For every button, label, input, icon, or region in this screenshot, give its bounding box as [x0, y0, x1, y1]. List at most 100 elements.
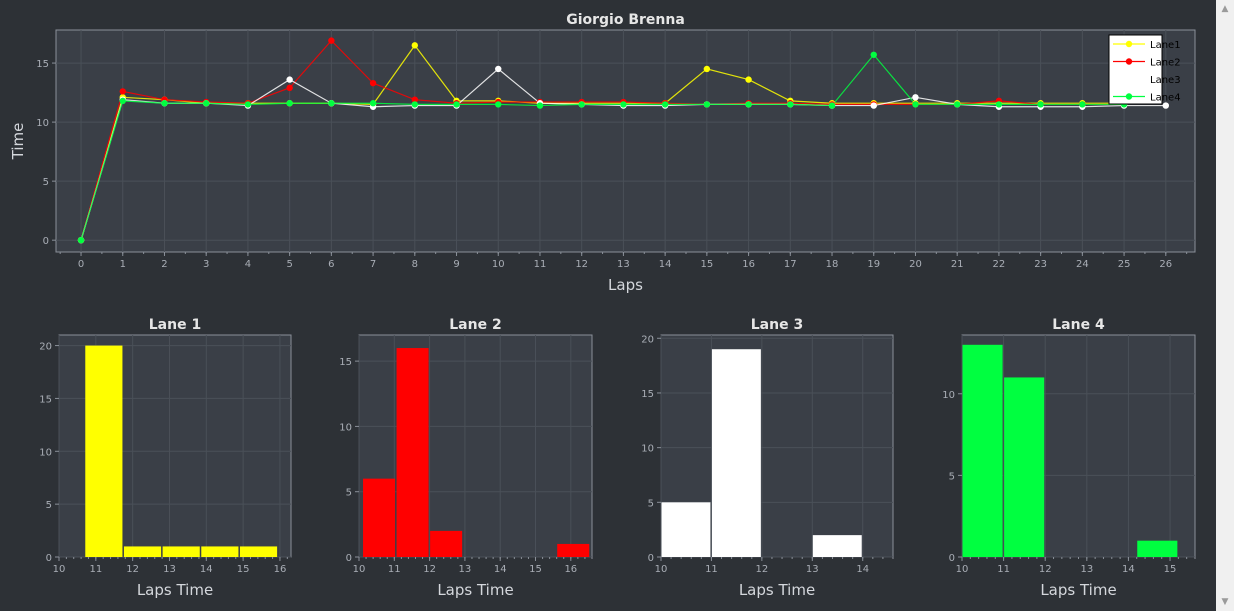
data-point-lane4: [536, 102, 544, 109]
x-tick-label: 12: [126, 564, 139, 575]
y-tick-label: 10: [942, 390, 955, 401]
x-tick-label: 10: [353, 564, 366, 575]
histogram-bar: [812, 535, 862, 557]
x-tick-label: 24: [1076, 259, 1089, 270]
x-tick-label: 10: [655, 564, 668, 575]
scroll-down-arrow-icon[interactable]: ▼: [1221, 597, 1229, 607]
x-axis-label: Laps: [608, 276, 643, 294]
y-tick-label: 15: [39, 394, 52, 405]
x-tick-label: 12: [575, 259, 588, 270]
y-tick-label: 5: [43, 177, 49, 188]
vertical-scrollbar[interactable]: ▲ ▼: [1216, 0, 1234, 611]
x-tick-label: 25: [1118, 259, 1131, 270]
x-tick-label: 7: [370, 259, 376, 270]
x-tick-label: 10: [53, 564, 66, 575]
scroll-up-arrow-icon[interactable]: ▲: [1221, 4, 1229, 14]
data-point-lane1: [703, 65, 711, 73]
data-point-lane2: [119, 88, 126, 95]
data-point-lane4: [119, 97, 126, 105]
y-tick-label: 15: [36, 59, 49, 70]
x-axis-label: Laps Time: [437, 581, 513, 599]
histogram-bar: [557, 543, 590, 557]
data-point-lane4: [77, 236, 85, 244]
x-axis-label: Laps Time: [739, 581, 815, 599]
y-tick-label: 5: [648, 498, 654, 509]
histogram-bar: [85, 345, 123, 557]
histogram-bar: [430, 530, 463, 557]
data-point-lane4: [661, 101, 669, 108]
x-tick-label: 15: [1164, 564, 1177, 575]
x-tick-label: 11: [388, 564, 401, 575]
histogram-bar: [201, 546, 239, 557]
x-tick-label: 8: [412, 259, 418, 270]
data-point-lane3: [286, 76, 293, 83]
data-point-lane4: [828, 102, 836, 109]
data-point-lane4: [1037, 101, 1044, 108]
x-tick-label: 11: [997, 564, 1010, 575]
data-point-lane4: [953, 101, 961, 108]
x-tick-label: 16: [742, 259, 755, 270]
data-point-lane2: [411, 96, 419, 103]
x-tick-label: 11: [89, 564, 102, 575]
x-tick-label: 16: [274, 564, 287, 575]
y-tick-label: 0: [648, 553, 654, 564]
data-point-lane4: [787, 101, 794, 108]
x-tick-label: 15: [237, 564, 250, 575]
y-tick-label: 20: [641, 334, 654, 345]
x-tick-label: 12: [423, 564, 436, 575]
x-axis-label: Laps Time: [1040, 581, 1116, 599]
x-tick-label: 1: [120, 259, 126, 270]
data-point-lane3: [870, 102, 877, 109]
chart-title: Lane 1: [149, 317, 201, 333]
data-point-lane4: [369, 100, 377, 107]
data-point-lane4: [912, 101, 919, 108]
lap-times-line-chart: 0 1 2 3 4 5 6 7 8 9 10 11 12 13 14 15 16 17 18 19 20 21 22 23 24…: [9, 12, 1196, 294]
data-point-lane4: [870, 51, 877, 58]
x-tick-label: 18: [826, 259, 839, 270]
data-point-lane2: [328, 37, 335, 44]
y-tick-label: 0: [43, 236, 49, 247]
histogram-bar: [123, 546, 162, 557]
x-tick-label: 5: [286, 259, 292, 270]
data-point-lane2: [369, 79, 377, 87]
y-tick-label: 5: [949, 471, 955, 482]
x-tick-label: 0: [78, 259, 84, 270]
chart-title: Lane 4: [1052, 317, 1105, 333]
data-point-lane4: [286, 100, 293, 107]
y-tick-label: 0: [46, 553, 52, 564]
histogram-bar: [1137, 540, 1178, 557]
chart-title: Giorgio Brenna: [566, 12, 685, 28]
y-tick-label: 0: [949, 553, 955, 564]
histogram-bar: [239, 546, 278, 557]
chart-title: Lane 3: [751, 317, 803, 333]
y-tick-label: 5: [46, 500, 52, 511]
x-tick-label: 10: [492, 259, 505, 270]
histogram-bar: [396, 348, 429, 557]
legend-marker-lane3: [1125, 75, 1133, 83]
lane1-histogram: 10 11 12 13 14 15 16 0 5 10 15 20 Lane 1 Laps Time: [39, 317, 292, 599]
x-tick-label: 19: [867, 259, 880, 270]
x-tick-label: 3: [203, 259, 209, 270]
x-tick-label: 6: [328, 259, 334, 270]
y-tick-label: 0: [346, 553, 352, 564]
x-tick-label: 17: [784, 259, 797, 270]
x-tick-label: 13: [163, 564, 176, 575]
lane2-histogram: 10 11 12 13 14 15 16 0 5 10 15 Lane 2 Laps Time: [339, 317, 593, 599]
data-point-lane4: [202, 100, 210, 107]
x-tick-label: 14: [659, 259, 672, 270]
y-tick-label: 10: [339, 422, 352, 433]
series-line-lane4: [80, 53, 1125, 241]
data-point-lane4: [244, 101, 252, 108]
legend-label-lane4: Lane4: [1150, 93, 1181, 104]
y-tick-label: 5: [346, 488, 352, 499]
x-tick-label: 2: [161, 259, 167, 270]
data-point-lane4: [620, 101, 627, 108]
y-tick-label: 20: [39, 342, 52, 353]
legend-marker-lane1: [1125, 40, 1133, 48]
data-point-lane3: [495, 65, 502, 73]
data-point-lane4: [495, 101, 502, 108]
histogram-bar: [162, 546, 200, 557]
x-tick-label: 11: [705, 564, 718, 575]
